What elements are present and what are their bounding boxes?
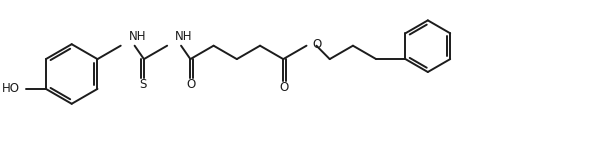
Text: O: O [312,38,322,51]
Text: S: S [139,78,147,91]
Text: O: O [280,81,289,94]
Text: NH: NH [175,30,192,43]
Text: HO: HO [2,82,20,95]
Text: O: O [187,78,196,91]
Text: NH: NH [128,30,146,43]
